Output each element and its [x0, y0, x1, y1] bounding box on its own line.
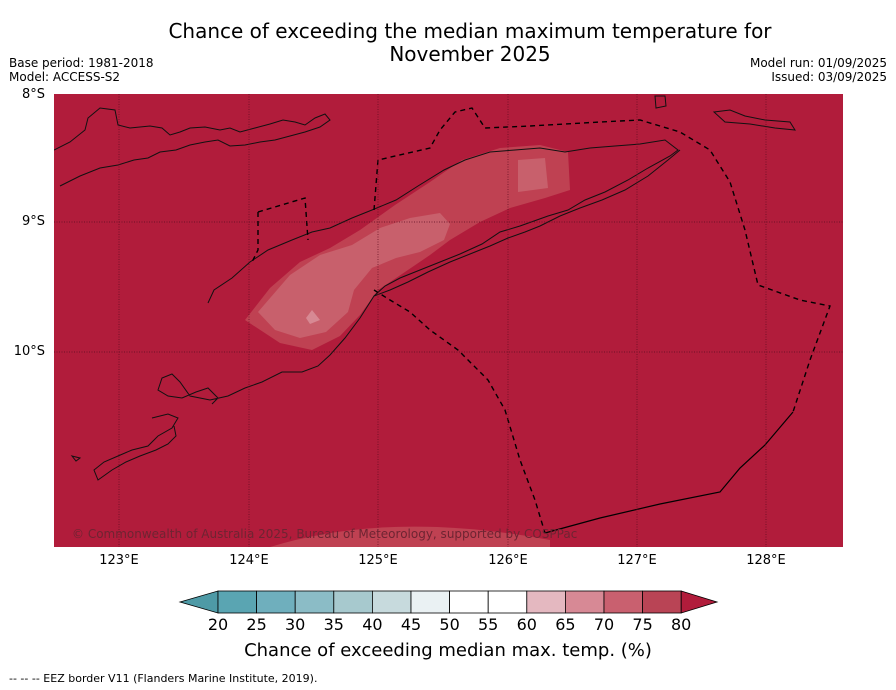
base-period: Base period: 1981-2018: [9, 56, 154, 70]
colorbar-seg-50: [449, 590, 489, 614]
issued-date: Issued: 03/09/2025: [771, 70, 887, 84]
colorbar-seg-60: [526, 590, 566, 614]
contour-70-75-east: [518, 158, 548, 192]
meta-right: Model run: 01/09/2025 Issued: 03/09/2025: [750, 56, 887, 84]
eez-border-solid: [544, 411, 794, 534]
map-panel: [54, 94, 843, 547]
colorbar-tick-45: 45: [400, 615, 422, 634]
colorbar-tick-75: 75: [632, 615, 653, 634]
colorbar-tick-40: 40: [362, 615, 383, 634]
colorbar: [178, 590, 719, 614]
coastline-rote: [93, 413, 179, 481]
colorbar-seg-30: [294, 590, 335, 614]
coastline-timor-north: [157, 139, 679, 405]
lon-label-126e: 126°E: [488, 553, 528, 568]
colorbar-seg-40: [371, 590, 412, 614]
coastline-islet-2: [712, 109, 796, 131]
eez-border-southeast: [544, 411, 794, 534]
colorbar-tick-20: 20: [207, 615, 229, 634]
colorbar-tick-60: 60: [516, 615, 537, 634]
colorbar-under-arrow: [178, 590, 219, 614]
lon-label-127e: 127°E: [617, 553, 657, 568]
coastline-timor-south: [373, 149, 681, 297]
colorbar-tick-35: 35: [323, 615, 344, 634]
coastline-north-islands: [54, 107, 331, 187]
colorbar-seg-35: [333, 590, 373, 614]
colorbar-tick-25: 25: [246, 615, 267, 634]
contour-65-70: [306, 310, 320, 324]
coastline-islet-1: [654, 95, 667, 109]
lon-label-125e: 125°E: [358, 553, 398, 568]
model-name: Model: ACCESS-S2: [9, 70, 121, 84]
colorbar-seg-25: [256, 590, 296, 614]
colorbar-seg-20: [217, 590, 257, 614]
lon-label-123e: 123°E: [99, 553, 139, 568]
colorbar-tick-55: 55: [478, 615, 499, 634]
map-title: Chance of exceeding the median maximum t…: [120, 20, 820, 66]
colorbar-tick-65: 65: [555, 615, 576, 634]
lat-label-9s: 9°S: [21, 214, 45, 229]
model-run: Model run: 01/09/2025: [749, 56, 887, 70]
colorbar-over-arrow: [680, 590, 719, 614]
coastlines: [54, 95, 796, 481]
lat-label-8s: 8°S: [21, 87, 45, 102]
coastline-islet-3: [70, 455, 82, 462]
lat-label-10s: 10°S: [13, 344, 45, 359]
colorbar-seg-55: [487, 590, 528, 614]
colorbar-tick-80: 80: [671, 615, 692, 634]
eez-border-main: [373, 107, 831, 413]
title-line-1: Chance of exceeding the median maximum t…: [168, 19, 772, 43]
colorbar-seg-45: [410, 590, 450, 614]
eez-border-south: [373, 289, 546, 534]
colorbar-seg-70: [603, 590, 643, 614]
colorbar-tick-70: 70: [593, 615, 615, 634]
colorbar-seg-75: [642, 590, 682, 614]
colorbar-label: Chance of exceeding median max. temp. (%…: [244, 640, 652, 661]
lon-label-124e: 124°E: [229, 553, 269, 568]
lon-label-128e: 128°E: [746, 553, 786, 568]
meta-left: Base period: 1981-2018 Model: ACCESS-S2: [9, 56, 154, 84]
eez-border: [251, 107, 831, 534]
eez-footnote: -- -- -- EEZ border V11 (Flanders Marine…: [9, 672, 318, 685]
colorbar-seg-65: [565, 590, 605, 614]
copyright-text: © Commonwealth of Australia 2025, Bureau…: [72, 527, 577, 541]
contour-bottom-arc: [270, 526, 550, 547]
contour-70-75: [258, 213, 450, 338]
title-line-2: November 2025: [389, 42, 551, 66]
colorbar-tick-50: 50: [439, 615, 460, 634]
colorbar-tick-30: 30: [285, 615, 306, 634]
eez-border-west: [251, 197, 309, 263]
gridlines: [54, 94, 843, 547]
